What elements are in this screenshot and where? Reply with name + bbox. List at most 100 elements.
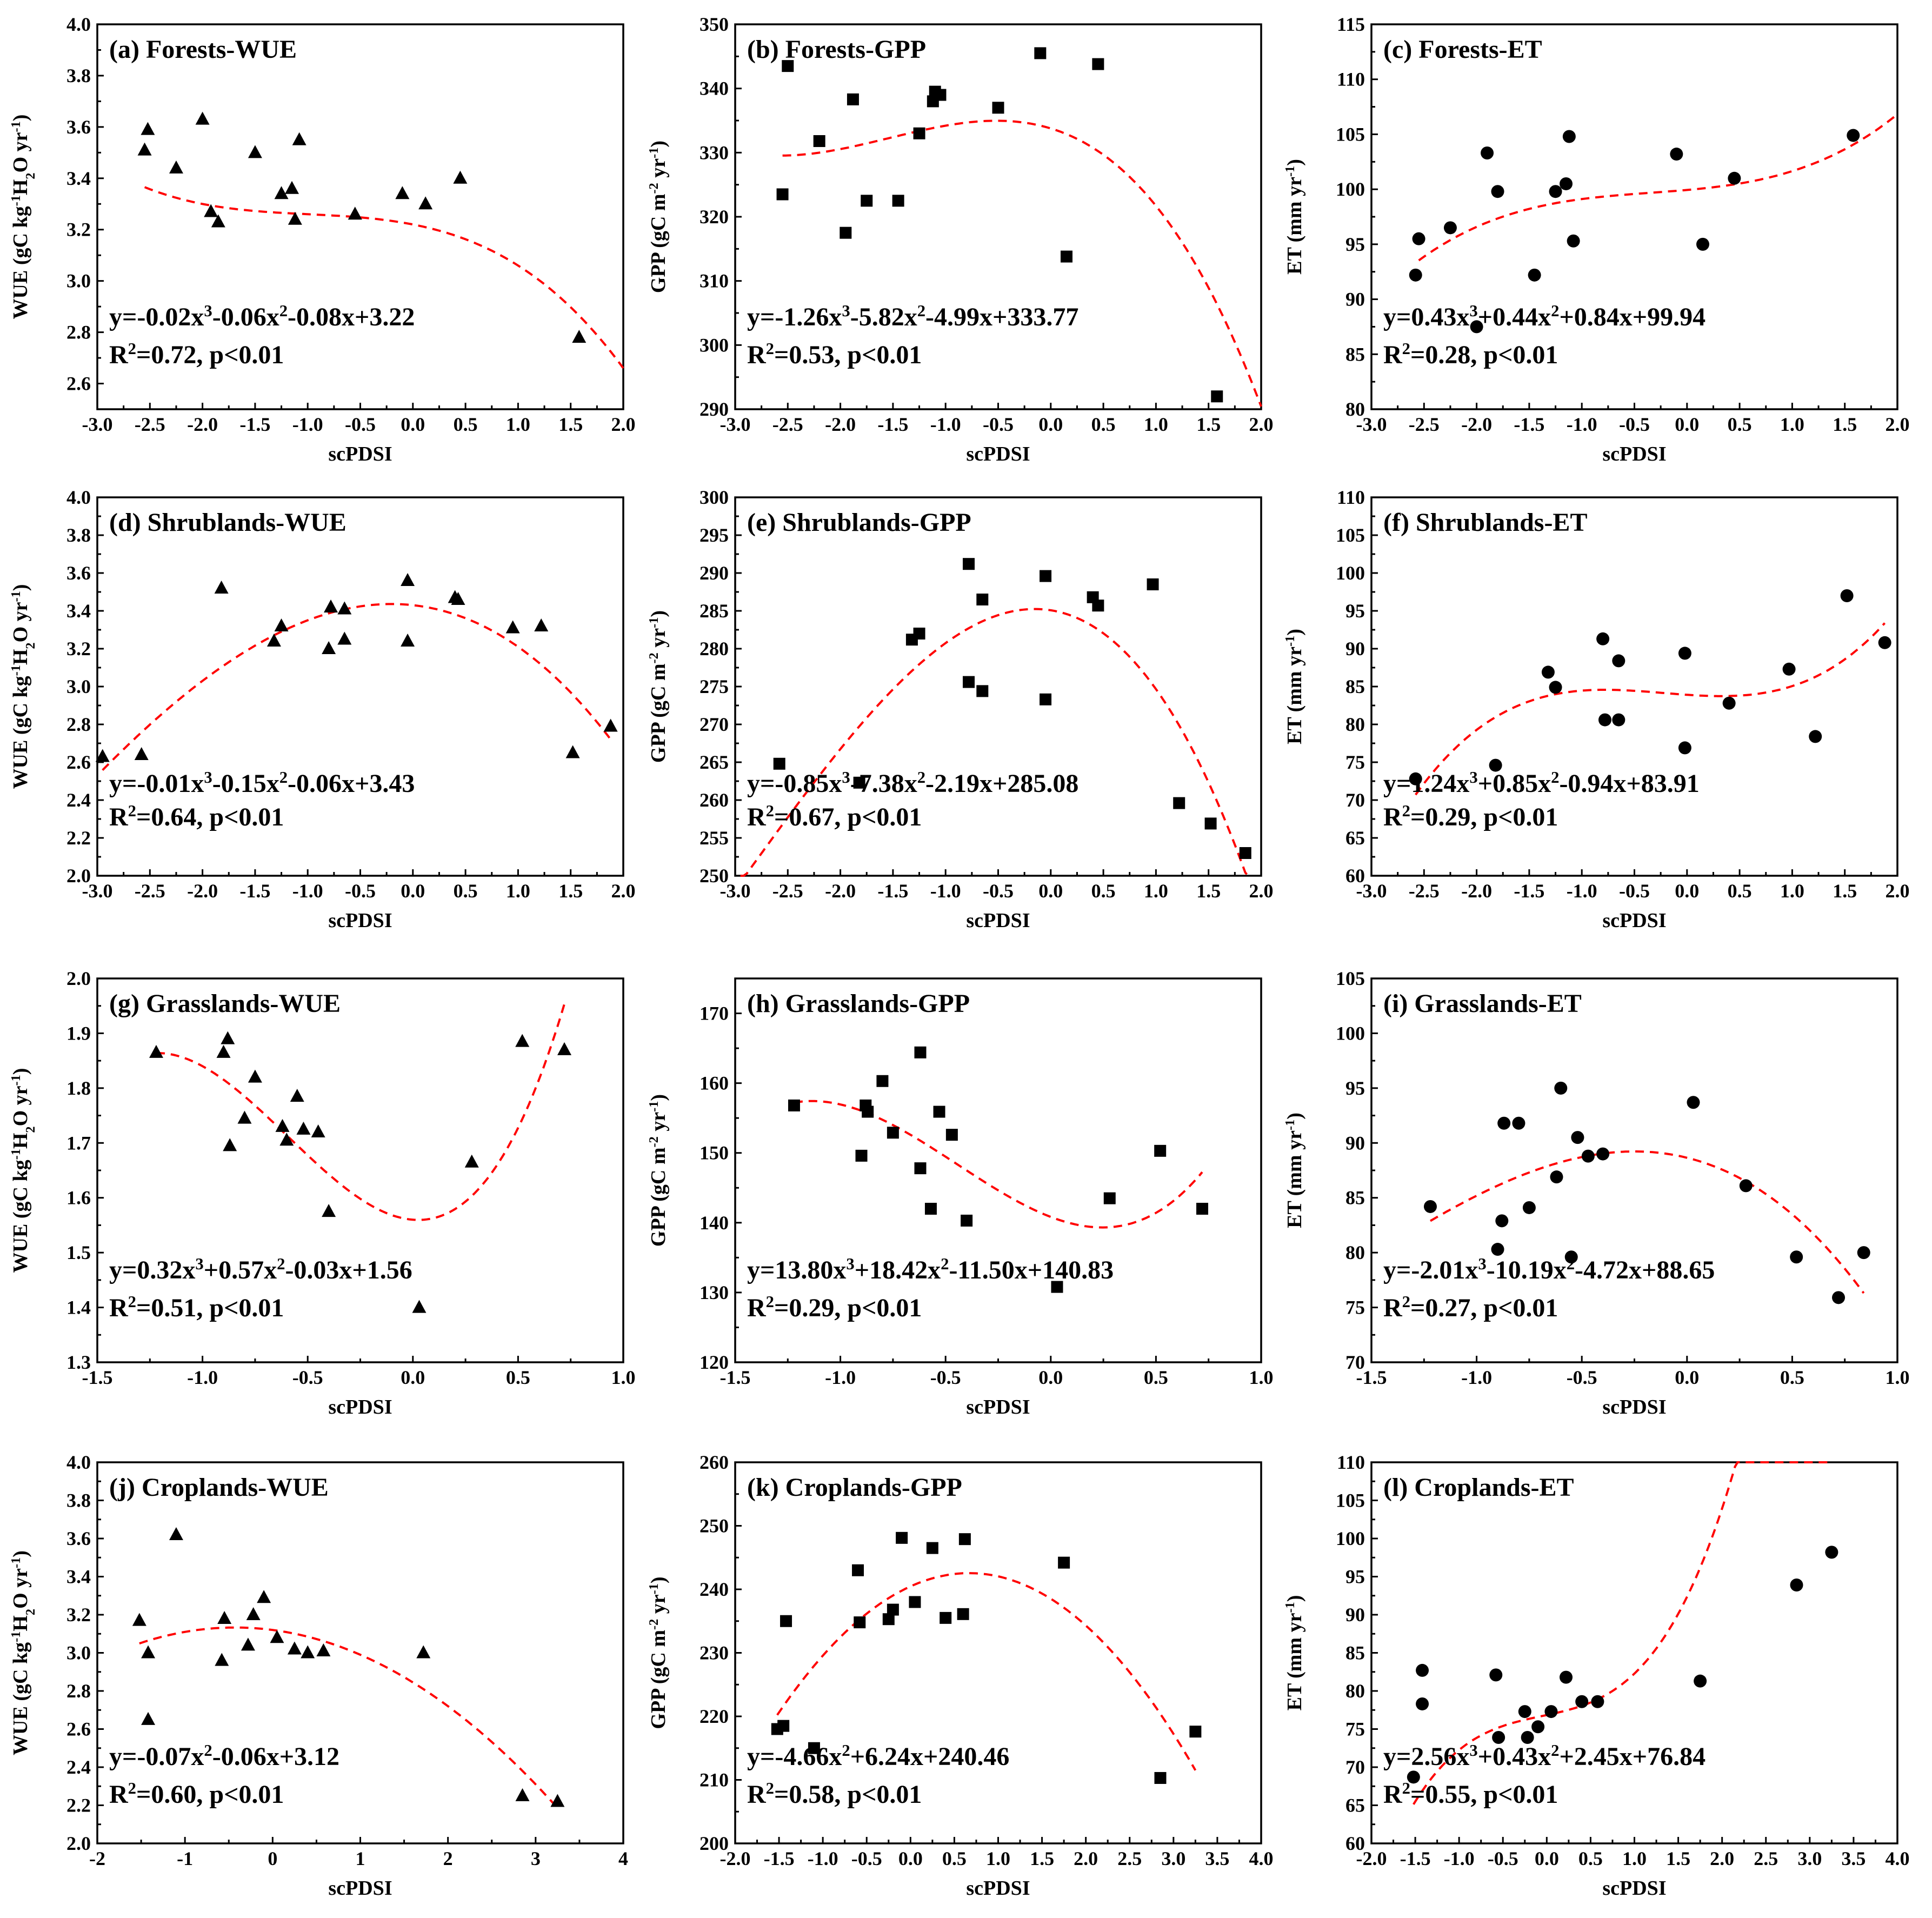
- y-tick-label: 75: [1345, 751, 1365, 773]
- data-point: [451, 592, 465, 605]
- data-point: [1491, 1243, 1504, 1256]
- panel-title: (j) Croplands-WUE: [109, 1473, 329, 1502]
- y-tick-label: 295: [699, 524, 729, 546]
- data-point: [290, 1089, 304, 1102]
- data-point: [134, 747, 149, 760]
- y-tick-label: 3.4: [66, 168, 91, 189]
- y-axis-label: GPP (gC m-2 yr-1): [647, 1576, 670, 1729]
- x-tick-label: 1.0: [506, 880, 530, 902]
- data-point: [412, 1300, 427, 1313]
- x-tick-label: 0.5: [454, 414, 478, 435]
- y-axis-label: WUE (gC kg-1H2O yr-1): [9, 1068, 38, 1273]
- x-tick-label: 0.0: [898, 1848, 923, 1869]
- data-point: [216, 1044, 231, 1058]
- data-point: [914, 1046, 927, 1058]
- y-tick-label: 95: [1345, 1566, 1365, 1588]
- x-tick-label: 0.5: [942, 1848, 967, 1869]
- data-point: [169, 160, 183, 174]
- regression-equation: y=-0.85x3-7.38x2-2.19x+285.08: [747, 768, 1078, 798]
- panel-title: (b) Forests-GPP: [747, 35, 926, 64]
- data-point: [221, 1031, 235, 1044]
- x-tick-label: 0.5: [1091, 880, 1116, 902]
- regression-equation: y=-2.01x3-10.19x2-4.72x+88.65: [1383, 1255, 1715, 1284]
- y-tick-label: 2.6: [66, 751, 91, 773]
- panel-h: -1.5 -1.0 -0.5 0.0 0.5 1.0 120 130 140 150 160 170 s…: [647, 977, 1274, 1418]
- fit-curve: [1429, 1150, 1865, 1294]
- panel-title: (h) Grasslands-GPP: [747, 989, 970, 1018]
- x-tick-label: -2.0: [825, 880, 856, 902]
- data-point: [854, 1616, 866, 1629]
- data-point: [214, 581, 229, 594]
- x-axis-label: scPDSI: [1602, 1877, 1666, 1900]
- x-tick-label: -1.5: [239, 414, 270, 435]
- y-tick-label: 2.6: [66, 373, 91, 395]
- data-point: [348, 207, 362, 220]
- y-tick-label: 265: [699, 751, 729, 773]
- x-tick-label: -3.0: [82, 880, 113, 902]
- data-point: [1489, 758, 1502, 772]
- panel-j: -2 -1 0 1 2 3 4 2.0 2.2 2.4 2.6 2.8 3.0 3.2 3.4 3.6 3.8 4…: [9, 1451, 629, 1900]
- data-point: [248, 1069, 262, 1083]
- x-tick-label: -2.5: [135, 880, 165, 902]
- fit-curve: [1413, 1461, 1832, 1805]
- data-point: [963, 676, 975, 688]
- x-tick-label: 1.0: [1144, 880, 1168, 902]
- data-point: [852, 1564, 864, 1576]
- y-tick-label: 1.4: [66, 1297, 91, 1318]
- data-point: [1173, 797, 1185, 809]
- data-point: [840, 227, 852, 239]
- data-point: [246, 1607, 261, 1620]
- data-point: [992, 102, 1004, 114]
- y-tick-label: 2.4: [66, 1756, 91, 1778]
- data-point: [808, 1742, 820, 1754]
- fit-curve: [740, 608, 1249, 877]
- y-tick-label: 80: [1345, 398, 1365, 420]
- x-tick-label: -1.5: [1400, 1848, 1431, 1869]
- panel-e: -3.0 -2.5 -2.0 -1.5 -1.0 -0.5 0.0 0.5 1.0 1.5 2.0 2…: [647, 487, 1274, 932]
- x-tick-label: 1.0: [1780, 880, 1804, 902]
- data-point: [887, 1603, 899, 1616]
- x-tick-label: -2: [89, 1848, 105, 1869]
- x-axis-label: scPDSI: [328, 909, 392, 932]
- y-tick-label: 290: [699, 398, 729, 420]
- y-tick-label: 320: [699, 206, 729, 228]
- data-point: [1040, 570, 1052, 582]
- y-tick-label: 65: [1345, 827, 1365, 849]
- y-tick-label: 275: [699, 676, 729, 697]
- y-tick-label: 140: [699, 1212, 729, 1234]
- x-tick-label: -2.0: [187, 880, 218, 902]
- data-point: [1521, 1731, 1534, 1744]
- data-point: [1678, 741, 1691, 755]
- data-point: [934, 89, 947, 101]
- data-point: [961, 1214, 973, 1227]
- data-point: [1060, 250, 1072, 263]
- y-tick-label: 100: [1336, 562, 1365, 584]
- x-tick-label: 0.0: [1675, 414, 1699, 435]
- x-tick-label: 0.5: [1144, 1367, 1168, 1388]
- data-point: [1051, 1281, 1063, 1293]
- y-axis-label: ET (mm yr-1): [1283, 1595, 1307, 1711]
- y-axis-label: ET (mm yr-1): [1283, 1113, 1307, 1228]
- x-tick-label: -0.5: [345, 880, 376, 902]
- y-tick-label: 105: [1336, 524, 1365, 546]
- data-point: [776, 188, 789, 201]
- x-tick-label: -0.5: [345, 414, 376, 435]
- x-tick-label: 0.0: [1675, 1367, 1699, 1388]
- data-point: [270, 1630, 284, 1643]
- data-point: [847, 93, 859, 105]
- data-point: [395, 186, 410, 199]
- y-tick-label: 65: [1345, 1795, 1365, 1816]
- y-axis-label: WUE (gC kg-1H2O yr-1): [9, 1550, 38, 1755]
- y-tick-label: 80: [1345, 1680, 1365, 1702]
- y-tick-label: 255: [699, 827, 729, 849]
- x-tick-label: -1.0: [825, 1367, 856, 1388]
- x-tick-label: 0.5: [1578, 1848, 1603, 1869]
- x-tick-label: -2.0: [1461, 880, 1492, 902]
- x-tick-label: 2.0: [1886, 880, 1910, 902]
- data-point: [1495, 1214, 1509, 1228]
- data-point: [1470, 320, 1483, 334]
- y-tick-label: 1.9: [66, 1022, 91, 1044]
- data-point: [1058, 1556, 1070, 1569]
- data-point: [1567, 234, 1580, 248]
- r-squared-label: R2=0.58, p<0.01: [747, 1779, 922, 1809]
